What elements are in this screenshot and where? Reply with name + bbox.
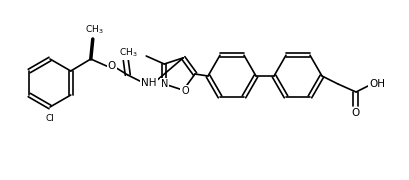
- Text: Cl: Cl: [45, 114, 54, 123]
- Text: CH$_3$: CH$_3$: [118, 47, 137, 59]
- Text: O: O: [119, 48, 128, 58]
- Text: NH: NH: [141, 78, 156, 88]
- Text: N: N: [160, 79, 168, 89]
- Text: O: O: [181, 86, 189, 96]
- Text: OH: OH: [368, 79, 384, 89]
- Text: O: O: [351, 108, 359, 118]
- Text: O: O: [108, 61, 116, 71]
- Text: CH$_3$: CH$_3$: [85, 24, 104, 36]
